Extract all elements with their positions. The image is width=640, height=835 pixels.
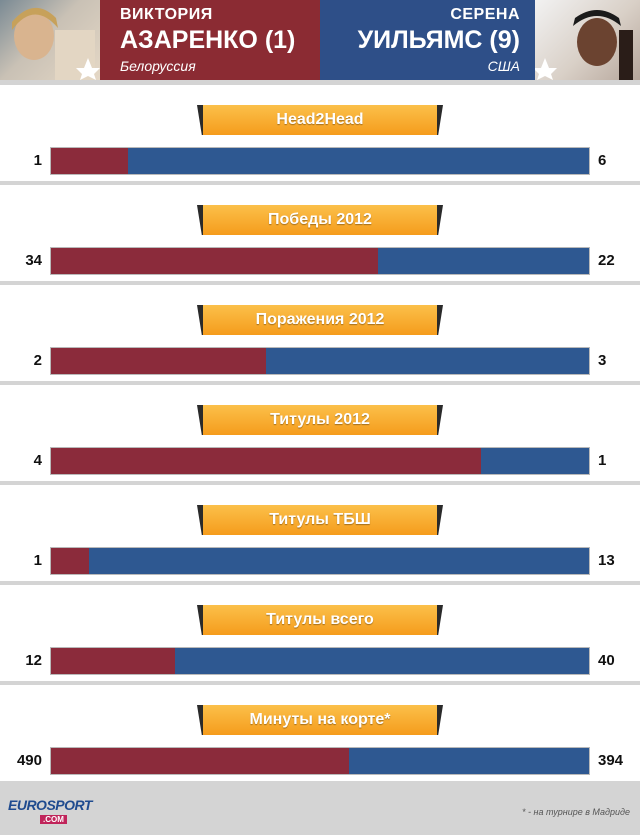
left-player-bar-segment xyxy=(51,748,350,774)
category-label: Титулы всего xyxy=(203,605,437,635)
right-value-label: 22 xyxy=(598,252,615,269)
right-player-country: США xyxy=(487,58,520,74)
logo-domain: .COM xyxy=(40,815,67,824)
stat-section: Минуты на корте* 490 394 xyxy=(0,685,640,781)
banner-tab-left xyxy=(197,105,205,135)
right-value-label: 6 xyxy=(598,152,607,169)
stat-section: Head2Head 1 6 xyxy=(0,85,640,181)
category-label: Минуты на корте* xyxy=(203,705,437,735)
comparison-bar xyxy=(50,647,590,675)
footnote: * - на турнире в Мадриде xyxy=(522,807,630,817)
azarenka-photo xyxy=(0,0,100,80)
banner-tab-right xyxy=(435,205,443,235)
left-player-bar-segment xyxy=(51,348,267,374)
left-value-label: 2 xyxy=(33,352,42,369)
left-player-first-name: ВИКТОРИЯ xyxy=(120,6,213,23)
category-label-banner: Титулы всего xyxy=(197,605,443,635)
banner-tab-left xyxy=(197,305,205,335)
williams-photo-image xyxy=(535,10,633,80)
left-player-bar-segment xyxy=(51,448,482,474)
logo-text: EUROSPORT xyxy=(8,797,92,813)
left-value-label: 4 xyxy=(33,452,42,469)
category-label-banner: Поражения 2012 xyxy=(197,305,443,335)
banner-tab-left xyxy=(197,405,205,435)
category-label-banner: Победы 2012 xyxy=(197,205,443,235)
banner-tab-right xyxy=(435,405,443,435)
category-label: Титулы ТБШ xyxy=(203,505,437,535)
banner-tab-left xyxy=(197,505,205,535)
category-label: Победы 2012 xyxy=(203,205,437,235)
banner-tab-right xyxy=(435,505,443,535)
header: ВИКТОРИЯ АЗАРЕНКО (1) Белоруссия СЕРЕНА … xyxy=(0,0,640,80)
left-value-label: 490 xyxy=(16,752,42,769)
category-label-banner: Head2Head xyxy=(197,105,443,135)
right-value-label: 40 xyxy=(598,652,615,669)
left-player-bar-segment xyxy=(51,648,176,674)
stat-section: Поражения 2012 2 3 xyxy=(0,285,640,381)
right-value-label: 3 xyxy=(598,352,607,369)
right-player-first-name: СЕРЕНА xyxy=(450,6,520,23)
left-player-last-name: АЗАРЕНКО (1) xyxy=(120,26,296,54)
banner-tab-right xyxy=(435,105,443,135)
stat-section: Победы 2012 34 22 xyxy=(0,185,640,281)
left-player-panel: ВИКТОРИЯ АЗАРЕНКО (1) Белоруссия xyxy=(100,0,320,80)
comparison-bar xyxy=(50,247,590,275)
category-label-banner: Минуты на корте* xyxy=(197,705,443,735)
banner-tab-right xyxy=(435,605,443,635)
category-label: Титулы 2012 xyxy=(203,405,437,435)
left-player-bar-segment xyxy=(51,148,128,174)
comparison-bar xyxy=(50,447,590,475)
left-player-country: Белоруссия xyxy=(120,58,196,74)
banner-tab-left xyxy=(197,605,205,635)
left-player-bar-segment xyxy=(51,548,90,574)
category-label-banner: Титулы ТБШ xyxy=(197,505,443,535)
comparison-bar xyxy=(50,147,590,175)
left-value-label: 12 xyxy=(25,652,42,669)
banner-tab-right xyxy=(435,305,443,335)
williams-photo xyxy=(535,0,640,80)
category-label: Поражения 2012 xyxy=(203,305,437,335)
left-player-bar-segment xyxy=(51,248,378,274)
eurosport-logo: EUROSPORT .COM xyxy=(8,789,92,829)
right-player-last-name: УИЛЬЯМС (9) xyxy=(357,26,520,54)
stat-section: Титулы 2012 4 1 xyxy=(0,385,640,481)
comparison-bar xyxy=(50,347,590,375)
banner-tab-left xyxy=(197,705,205,735)
left-value-label: 1 xyxy=(33,152,42,169)
azarenka-photo-image xyxy=(12,7,100,80)
stat-section: Титулы всего 12 40 xyxy=(0,585,640,681)
stat-section: Титулы ТБШ 1 13 xyxy=(0,485,640,581)
comparison-bar xyxy=(50,747,590,775)
right-value-label: 394 xyxy=(598,752,624,769)
right-value-label: 13 xyxy=(598,552,615,569)
right-value-label: 1 xyxy=(598,452,607,469)
category-label-banner: Титулы 2012 xyxy=(197,405,443,435)
banner-tab-left xyxy=(197,205,205,235)
left-value-label: 1 xyxy=(33,552,42,569)
banner-tab-right xyxy=(435,705,443,735)
category-label: Head2Head xyxy=(203,105,437,135)
right-player-panel: СЕРЕНА УИЛЬЯМС (9) США xyxy=(320,0,535,80)
left-value-label: 34 xyxy=(25,252,42,269)
comparison-bar xyxy=(50,547,590,575)
footer: EUROSPORT .COM * - на турнире в Мадриде xyxy=(0,785,640,835)
